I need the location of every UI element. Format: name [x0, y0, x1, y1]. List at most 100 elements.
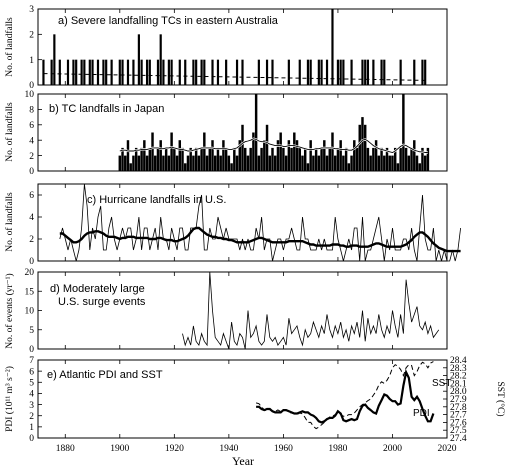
bar [336, 59, 340, 85]
bar [363, 124, 367, 171]
right-y-tick-label: 27.8 [450, 403, 467, 413]
bar [200, 147, 203, 171]
bar [366, 147, 370, 171]
bar [211, 59, 214, 85]
bar [203, 132, 206, 171]
bar [295, 140, 299, 171]
bar [211, 140, 214, 171]
bar [404, 147, 408, 171]
bar [126, 59, 130, 85]
bar [344, 147, 348, 171]
bar [396, 163, 400, 171]
bar [418, 163, 421, 171]
bar [374, 140, 378, 171]
bar [200, 59, 203, 85]
right-y-tick-label: 27.9 [450, 395, 467, 405]
bar [83, 59, 86, 85]
x-tick-label: 1900 [110, 444, 129, 454]
bar [192, 59, 195, 85]
y-tick-label: 5 [29, 326, 34, 336]
bar [383, 155, 386, 171]
bar [170, 132, 173, 171]
bar [347, 163, 351, 171]
bar [271, 59, 274, 85]
bar [80, 59, 83, 85]
bar [254, 94, 258, 171]
bar [407, 155, 411, 171]
bar [423, 155, 427, 171]
bar [219, 155, 222, 171]
panel-d-marks [182, 271, 440, 350]
bar [233, 147, 236, 171]
bar [350, 59, 353, 85]
bar [377, 155, 381, 171]
right-y-tick-label: 28.2 [450, 372, 467, 382]
bar [260, 147, 263, 171]
bar [284, 155, 288, 171]
y-tick-label: 10 [25, 90, 35, 100]
bar [164, 147, 168, 171]
bar [148, 147, 152, 171]
bar [426, 147, 430, 171]
panel-e-pdi-label: PDI [413, 408, 430, 419]
bar [282, 147, 285, 171]
bar [421, 147, 424, 171]
bar [320, 59, 323, 85]
bar [241, 124, 244, 171]
bar [361, 59, 364, 85]
y-tick-label: 4 [29, 213, 34, 223]
bar [66, 59, 70, 85]
bar [361, 117, 364, 171]
bar [323, 140, 326, 171]
annual-line [182, 271, 440, 350]
panel-c-x-ticks [64, 184, 448, 261]
y-tick-label: 2 [29, 412, 34, 422]
trend-line [43, 73, 426, 81]
bar [279, 132, 282, 171]
bar [208, 147, 212, 171]
bar [410, 147, 413, 171]
bar [276, 140, 280, 171]
bar [118, 155, 122, 171]
bar [181, 147, 184, 171]
panel-b-y-axis-label: No. of landfalls [4, 102, 15, 162]
bar [154, 155, 157, 171]
bar [184, 163, 187, 171]
bar [372, 147, 375, 171]
bar [252, 132, 255, 171]
bar [224, 147, 228, 171]
bar [121, 147, 124, 171]
x-tick-label: 2000 [383, 444, 402, 454]
bar [339, 140, 342, 171]
bar [273, 155, 277, 171]
panel-a-y-ticks: 0 1 2 3 [29, 5, 42, 91]
bar [192, 155, 195, 171]
panel-b-x-ticks [64, 94, 448, 171]
bar [91, 59, 94, 85]
bar [214, 155, 217, 171]
bar [298, 147, 301, 171]
panel-d: 0 5 10 15 20 d) Moderately large U.S. surge … [4, 268, 448, 355]
right-y-tick-label: 27.6 [450, 418, 467, 428]
bar [263, 140, 266, 171]
right-y-tick-label: 27.5 [450, 426, 467, 436]
bar [205, 155, 209, 171]
bar [268, 155, 271, 171]
y-tick-label: 4 [29, 390, 34, 400]
bar [186, 155, 190, 171]
bar [102, 59, 105, 85]
bar [195, 59, 198, 85]
bar [369, 155, 372, 171]
bar [257, 59, 260, 85]
bar [167, 155, 171, 171]
bar [287, 140, 291, 171]
panel-d-title-line-2: U.S. surge events [58, 296, 146, 308]
panel-b-title: b) TC landfalls in Japan [49, 103, 164, 115]
panel-c-frame [37, 183, 448, 262]
x-tick-label: 1880 [56, 444, 75, 454]
y-tick-label: 0 [29, 345, 34, 355]
bar [175, 155, 179, 171]
bar [358, 124, 361, 171]
bar [317, 155, 321, 171]
